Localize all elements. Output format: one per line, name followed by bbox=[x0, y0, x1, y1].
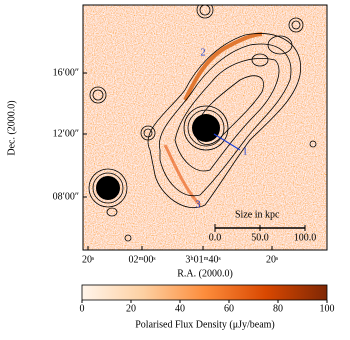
y-axis-label: Dec. (2000.0) bbox=[6, 100, 17, 155]
scalebar-tick-label: 50.0 bbox=[251, 232, 269, 243]
colorbar-tick-label: 20 bbox=[126, 303, 136, 314]
scalebar-tick-label: 0.0 bbox=[209, 232, 222, 243]
panel-frame bbox=[82, 4, 328, 251]
colorbar-tick-label: 100 bbox=[320, 303, 335, 314]
y-tick-label: 08′00″ bbox=[53, 191, 79, 202]
annotation: 2 bbox=[201, 47, 206, 58]
colorbar bbox=[81, 284, 328, 301]
colorbar-label: Polarised Flux Density (μJy/beam) bbox=[135, 319, 275, 330]
annotation: 3 bbox=[196, 199, 201, 210]
y-tick-label: 16′00″ bbox=[53, 67, 79, 78]
x-axis-label: R.A. (2000.0) bbox=[177, 268, 233, 279]
colorbar-tick-label: 40 bbox=[175, 303, 185, 314]
x-tick-label: 20ˢ bbox=[266, 254, 278, 265]
x-tick-label: 20ˢ bbox=[82, 254, 94, 265]
image-panel bbox=[83, 5, 327, 250]
scalebar-label: Size in kpc bbox=[235, 209, 280, 220]
annotation: 1 bbox=[243, 146, 248, 157]
colorbar-tick-label: 0 bbox=[80, 303, 85, 314]
colorbar-tick-label: 80 bbox=[273, 303, 283, 314]
y-tick-label: 12′00″ bbox=[53, 128, 79, 139]
scalebar-tick-label: 100.0 bbox=[294, 232, 317, 243]
x-tick-label: 02ᵐ00ˢ bbox=[128, 254, 155, 265]
x-tick-label: 3ʰ01ᵐ40ˢ bbox=[185, 254, 220, 265]
colorbar-tick-label: 60 bbox=[224, 303, 234, 314]
